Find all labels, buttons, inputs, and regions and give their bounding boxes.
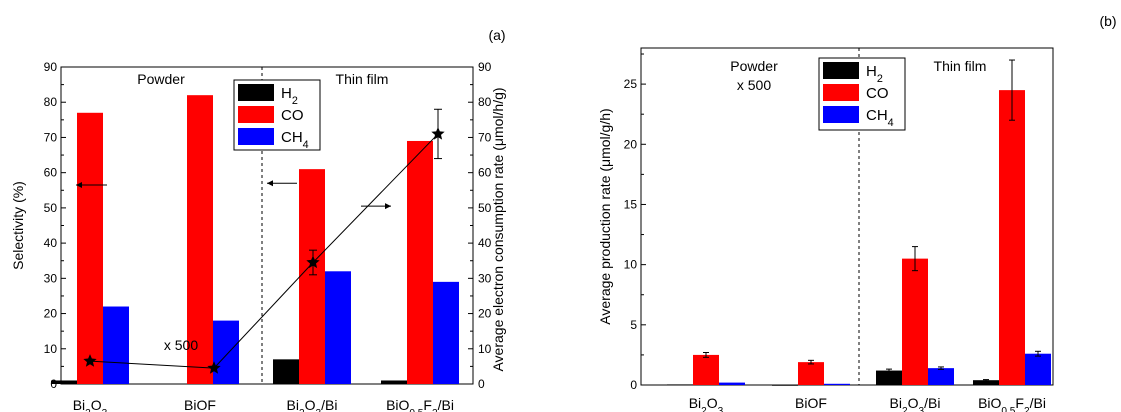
b-ytick-label: 15 [624, 197, 638, 211]
b-ytick-label: 25 [624, 77, 638, 91]
b-xtick-label: Bi2O3 [689, 395, 724, 412]
b-y-axis-label: Average production rate (μmol/g/h) [597, 108, 613, 324]
a-bar-co-2 [299, 169, 325, 384]
b-bar-co-2 [902, 258, 928, 385]
a-y-axis-label: Selectivity (%) [10, 181, 26, 270]
a-electron-rate-marker-1 [207, 361, 221, 374]
b-bar-h2-1 [772, 384, 798, 386]
b-region-label-thin-film: Thin film [934, 58, 987, 74]
b-bar-ch4-1 [824, 383, 850, 385]
b-bar-co-1 [798, 362, 824, 385]
a-ytick-label: 30 [44, 271, 58, 285]
a-ytick-label: 80 [44, 95, 58, 109]
a-legend-label-1: CO [281, 107, 304, 124]
a-legend-label-0: H2 [281, 85, 298, 107]
a-electron-rate-line [213, 262, 314, 369]
b-legend-swatch-1 [823, 84, 859, 101]
a-y2tick-label: 70 [478, 130, 492, 144]
a-y2tick-label: 40 [478, 236, 492, 250]
a-bar-ch4-2 [325, 271, 351, 384]
a-bar-co-1 [187, 95, 213, 384]
a-ytick-label: 40 [44, 236, 58, 250]
a-electron-rate-marker-2 [306, 255, 320, 269]
a-bar-ch4-3 [433, 281, 459, 384]
a-y2tick-label: 90 [478, 60, 492, 74]
a-ytick-label: 50 [44, 201, 58, 215]
a-bar-h2-0 [51, 380, 77, 384]
a-electron-rate-marker-3 [431, 126, 445, 140]
b-bar-co-0 [693, 354, 719, 385]
b-ytick-label: 20 [624, 137, 638, 151]
a-bar-co-3 [407, 140, 433, 384]
a-legend-label-2: CH4 [281, 129, 309, 151]
a-legend-swatch-0 [238, 84, 274, 101]
a-ytick-label: 60 [44, 166, 58, 180]
a-y2tick-label: 80 [478, 95, 492, 109]
a-xtick-label: Bi2O3 [73, 397, 108, 412]
a-y2tick-label: 60 [478, 166, 492, 180]
a-arrow-right-film-head [385, 203, 391, 210]
a-annotation-x500: x 500 [164, 337, 198, 353]
a-xtick-label: BiOF [184, 397, 216, 412]
a-y2tick-label: 50 [478, 201, 492, 215]
a-arrow-left-film-head [267, 180, 273, 187]
b-bar-ch4-3 [1025, 353, 1051, 385]
b-xtick-label: BiO0.5F2/Bi [978, 395, 1046, 412]
b-bar-ch4-2 [928, 368, 954, 385]
a-legend-swatch-1 [238, 106, 274, 123]
b-legend-label-2: CH4 [866, 107, 894, 129]
b-bar-co-3 [999, 90, 1025, 385]
a-region-label-thin-film: Thin film [336, 71, 389, 87]
a-bar-ch4-1 [213, 320, 239, 384]
b-ytick-label: 10 [624, 258, 638, 272]
a-y2tick-label: 10 [478, 342, 492, 356]
a-arrow-left-powder-head [76, 181, 82, 188]
b-annotation-x500: x 500 [737, 77, 771, 93]
a-xtick-label: Bi2O3/Bi [287, 397, 338, 412]
a-y2tick-label: 0 [478, 377, 485, 391]
a-electron-rate-line [89, 360, 215, 369]
b-region-label-powder: Powder [730, 58, 778, 74]
b-ytick-label: 0 [630, 378, 637, 392]
a-ytick-label: 10 [44, 342, 58, 356]
a-panel-label: (a) [488, 27, 505, 43]
b-legend-label-0: H2 [866, 63, 883, 85]
b-bar-h2-2 [876, 370, 902, 385]
b-xtick-label: BiOF [795, 395, 827, 411]
a-bar-h2-3 [381, 380, 407, 384]
a-xtick-label: BiO0.5F2/Bi [386, 397, 454, 412]
a-ytick-label: 90 [44, 60, 58, 74]
b-legend-swatch-2 [823, 106, 859, 123]
b-panel-label: (b) [1099, 13, 1116, 29]
a-bar-h2-2 [273, 359, 299, 384]
b-bar-h2-0 [667, 384, 693, 386]
b-ytick-label: 5 [630, 318, 637, 332]
b-legend-swatch-0 [823, 62, 859, 79]
a-y2tick-label: 30 [478, 271, 492, 285]
b-legend-label-1: CO [866, 85, 889, 102]
a-y2tick-label: 20 [478, 307, 492, 321]
a-bar-co-0 [77, 112, 103, 385]
a-electron-rate-marker-0 [83, 354, 97, 367]
a-ytick-label: 70 [44, 130, 58, 144]
b-bar-ch4-0 [719, 382, 745, 385]
a-bar-ch4-0 [103, 306, 129, 384]
a-y2-axis-label: Average electron consumption rate (μmol/… [490, 87, 506, 371]
a-ytick-label: 20 [44, 307, 58, 321]
a-legend-swatch-2 [238, 128, 274, 145]
b-xtick-label: Bi2O3/Bi [890, 395, 941, 412]
a-electron-rate-line [312, 133, 439, 263]
a-region-label-powder: Powder [137, 71, 185, 87]
b-bar-h2-3 [973, 380, 999, 385]
